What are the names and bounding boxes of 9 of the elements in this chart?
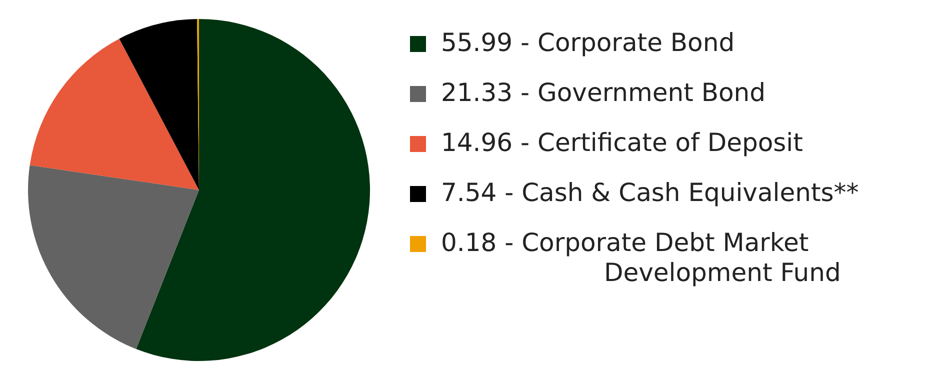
legend-label: 55.99 - Corporate Bond [441,28,736,58]
legend-label: 7.54 - Cash & Cash Equivalents** [441,178,860,208]
legend-label: 0.18 - Corporate Debt Market Development Fund [441,228,842,288]
pie-slice [136,19,370,361]
legend-label: 21.33 - Government Bond [441,78,766,108]
pie-slice [30,38,199,190]
pie-slice [119,19,199,190]
pie-slice [28,165,199,350]
legend-label: 14.96 - Certificate of Deposit [441,128,804,158]
